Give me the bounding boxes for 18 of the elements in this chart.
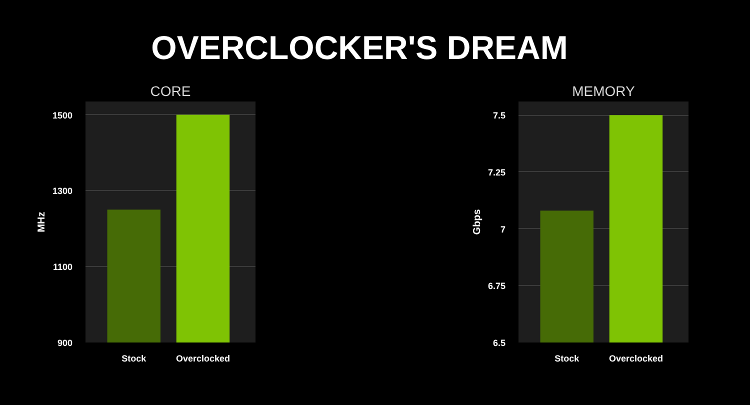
y-tick-label: 1500 <box>52 110 73 120</box>
y-tick-label: 6.75 <box>488 281 506 292</box>
y-tick-label: 1100 <box>52 262 73 272</box>
y-tick-label: 1300 <box>52 186 73 196</box>
x-tick-label: Stock <box>554 354 580 364</box>
chart-title: MEMORY <box>572 83 636 99</box>
y-axis-title: Gbps <box>472 208 483 235</box>
x-tick-label: Stock <box>122 354 148 364</box>
y-tick-label: 900 <box>57 338 73 348</box>
y-tick-label: 7 <box>500 224 506 234</box>
y-tick-label: 6.5 <box>492 338 506 348</box>
y-tick-label: 7.25 <box>488 167 506 178</box>
x-tick-label: Overclocked <box>608 354 663 364</box>
y-axis-title: MHz <box>36 212 48 232</box>
text: OVERCLOCKER'S DREAM <box>151 29 568 66</box>
x-tick-label: Overclocked <box>176 354 230 364</box>
y-tick-label: 7.5 <box>492 110 506 121</box>
chart-title: CORE <box>150 83 191 99</box>
